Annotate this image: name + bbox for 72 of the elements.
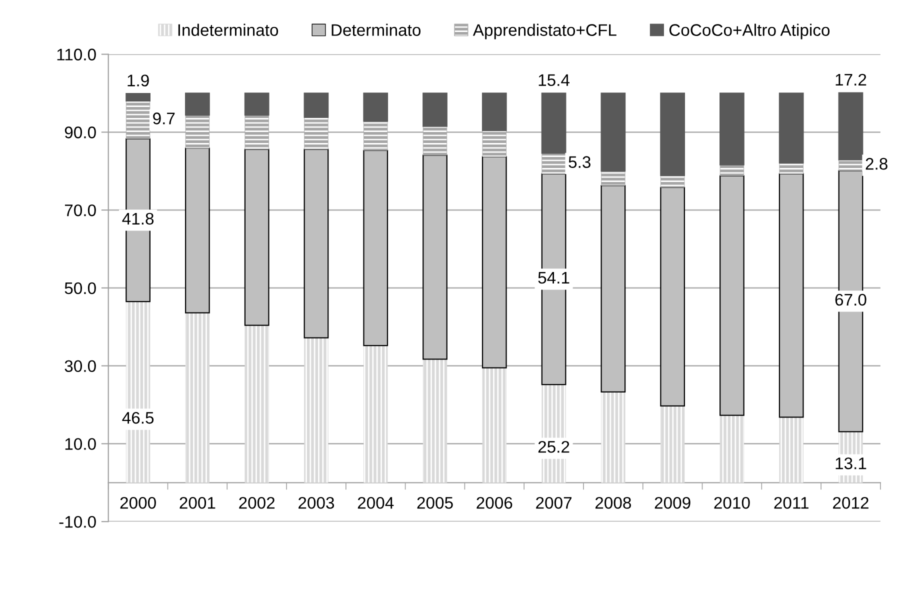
bar — [660, 186, 685, 406]
legend-label: CoCoCo+Altro Atipico — [669, 24, 830, 40]
bar — [482, 156, 507, 368]
x-tick-label: 2008 — [595, 496, 631, 509]
y-tick-label: 30.0 — [64, 360, 96, 372]
bar — [720, 164, 744, 176]
bar — [720, 415, 744, 483]
y-tick-label: 110.0 — [57, 48, 96, 60]
y-tick-label: 70.0 — [64, 204, 96, 216]
x-tick-label: 2000 — [120, 496, 156, 509]
bar — [304, 92, 329, 118]
y-tick-label: -10.0 — [59, 516, 96, 528]
bar — [244, 325, 269, 483]
bar — [422, 154, 448, 360]
bar — [482, 92, 507, 132]
data-label: 2.8 — [866, 158, 888, 170]
bar — [778, 92, 804, 164]
bar — [779, 417, 804, 483]
bar — [244, 148, 270, 326]
legend-label: Determinato — [332, 24, 421, 36]
x-tick-label: 2005 — [417, 496, 453, 509]
bar — [364, 345, 388, 483]
data-label: 67.0 — [835, 294, 866, 306]
bar — [660, 406, 685, 483]
data-label: 1.9 — [128, 74, 149, 86]
bar — [600, 184, 626, 392]
bar — [838, 160, 863, 171]
bar — [600, 92, 626, 172]
bar — [660, 92, 685, 176]
bar — [185, 148, 210, 314]
y-tick-label: 90.0 — [64, 126, 96, 138]
bar — [422, 358, 448, 483]
bar — [422, 92, 448, 127]
bar — [304, 338, 328, 483]
bar — [363, 150, 388, 346]
bar — [304, 148, 329, 338]
data-label: 46.5 — [122, 412, 154, 424]
bar — [660, 175, 685, 188]
data-label: 9.7 — [153, 112, 175, 124]
data-label: 54.1 — [538, 272, 570, 284]
y-tick-label: 50.0 — [64, 282, 96, 294]
data-label: 41.8 — [122, 212, 154, 225]
x-tick-label: 2006 — [476, 496, 512, 509]
x-tick-label: 2002 — [239, 496, 275, 509]
y-tick-label: 10.0 — [65, 438, 96, 450]
data-label: 25.2 — [538, 440, 570, 453]
bar — [185, 92, 210, 116]
bar — [244, 92, 270, 116]
legend-label: Apprendistato+CFL — [472, 24, 616, 40]
x-tick-label: 2003 — [298, 496, 334, 509]
bar — [720, 175, 744, 416]
x-tick-label: 2012 — [833, 496, 868, 509]
x-tick-label: 2009 — [654, 496, 690, 509]
data-label: 13.1 — [836, 457, 866, 470]
data-label: 17.2 — [836, 74, 866, 86]
bar — [601, 392, 626, 483]
x-tick-label: 2001 — [180, 496, 216, 509]
bar — [363, 92, 388, 122]
bar — [779, 162, 804, 174]
bar — [542, 152, 566, 174]
data-label: 15.4 — [538, 74, 570, 86]
legend-label: Indeterminato — [178, 24, 278, 36]
bar — [482, 368, 506, 483]
data-label: 5.3 — [568, 156, 590, 168]
x-tick-label: 2010 — [714, 496, 750, 509]
bar — [601, 170, 626, 186]
x-tick-label: 2011 — [774, 496, 808, 509]
bar — [720, 92, 744, 166]
x-tick-label: 2007 — [536, 496, 572, 509]
x-tick-label: 2004 — [358, 496, 394, 509]
bar — [185, 312, 210, 483]
bar — [778, 173, 804, 418]
